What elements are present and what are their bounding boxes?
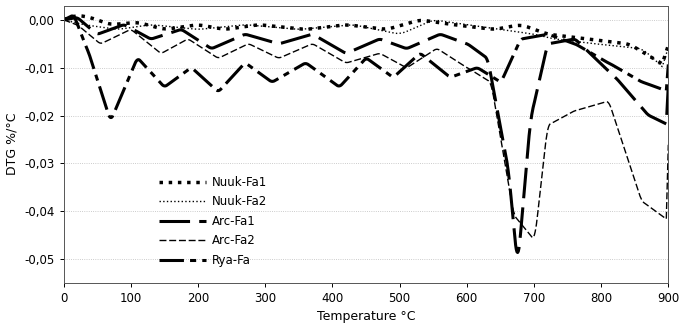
- Nuuk-Fa2: [60, 18, 68, 22]
- Nuuk-Fa1: [664, 43, 673, 47]
- Nuuk-Fa2: [490, 27, 498, 31]
- Line: Nuuk-Fa2: Nuuk-Fa2: [64, 20, 669, 67]
- Rya-Fa: [127, 71, 135, 75]
- Rya-Fa: [516, 39, 525, 43]
- Line: Arc-Fa1: Arc-Fa1: [64, 18, 669, 252]
- Nuuk-Fa2: [582, 41, 590, 45]
- Arc-Fa1: [664, 83, 673, 87]
- Arc-Fa2: [515, 219, 523, 223]
- Arc-Fa2: [60, 18, 68, 22]
- Nuuk-Fa2: [664, 45, 673, 49]
- Rya-Fa: [491, 77, 499, 81]
- Arc-Fa2: [217, 55, 225, 59]
- Legend: Nuuk-Fa1, Nuuk-Fa2, Arc-Fa1, Arc-Fa2, Rya-Fa: Nuuk-Fa1, Nuuk-Fa2, Arc-Fa1, Arc-Fa2, Ry…: [154, 171, 272, 271]
- Nuuk-Fa1: [126, 21, 134, 25]
- Arc-Fa1: [516, 235, 525, 239]
- Arc-Fa2: [528, 236, 536, 240]
- Rya-Fa: [219, 86, 227, 89]
- Arc-Fa1: [583, 48, 591, 52]
- Nuuk-Fa2: [125, 26, 134, 30]
- Rya-Fa: [583, 49, 591, 53]
- Rya-Fa: [106, 115, 114, 119]
- Nuuk-Fa2: [318, 25, 326, 29]
- Rya-Fa: [68, 14, 76, 18]
- Nuuk-Fa1: [658, 62, 667, 66]
- Line: Arc-Fa2: Arc-Fa2: [64, 20, 669, 238]
- Nuuk-Fa2: [658, 65, 667, 69]
- Arc-Fa1: [490, 94, 499, 98]
- X-axis label: Temperature °C: Temperature °C: [316, 311, 415, 323]
- Arc-Fa1: [60, 18, 68, 22]
- Nuuk-Fa2: [515, 30, 523, 34]
- Arc-Fa2: [125, 28, 134, 32]
- Arc-Fa1: [126, 26, 134, 30]
- Rya-Fa: [60, 18, 68, 22]
- Arc-Fa2: [664, 143, 673, 147]
- Arc-Fa2: [318, 47, 326, 51]
- Rya-Fa: [319, 73, 327, 77]
- Y-axis label: DTG %/°C: DTG %/°C: [5, 113, 18, 175]
- Nuuk-Fa1: [319, 26, 327, 30]
- Arc-Fa1: [319, 38, 327, 42]
- Line: Nuuk-Fa1: Nuuk-Fa1: [64, 16, 669, 64]
- Nuuk-Fa2: [217, 25, 225, 29]
- Line: Rya-Fa: Rya-Fa: [64, 16, 669, 117]
- Arc-Fa2: [582, 106, 590, 110]
- Arc-Fa1: [71, 16, 79, 20]
- Arc-Fa1: [218, 42, 226, 46]
- Arc-Fa1: [514, 250, 522, 254]
- Rya-Fa: [664, 63, 673, 66]
- Nuuk-Fa1: [490, 27, 499, 31]
- Nuuk-Fa1: [75, 14, 83, 18]
- Arc-Fa2: [490, 98, 498, 102]
- Nuuk-Fa1: [582, 37, 590, 41]
- Nuuk-Fa1: [516, 23, 524, 27]
- Nuuk-Fa1: [60, 17, 68, 21]
- Nuuk-Fa1: [218, 27, 226, 31]
